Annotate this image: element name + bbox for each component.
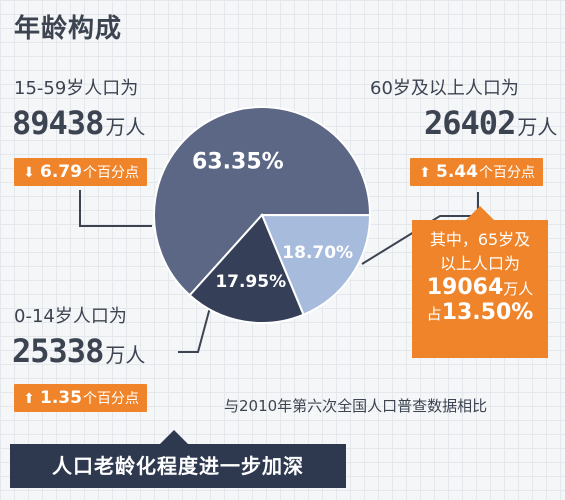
comparison-footnote: 与2010年第六次全国人口普查数据相比 xyxy=(224,397,488,415)
age65plus-callout: 其中，65岁及 以上人口为 19064万人 占13.50% xyxy=(412,220,548,358)
conclusion-banner: 人口老龄化程度进一步加深 xyxy=(10,444,346,488)
callout-unit: 万人 xyxy=(503,280,534,298)
arrow-up-icon: ⬆ xyxy=(419,165,431,181)
callout-share-prefix: 占 xyxy=(426,305,442,323)
connector-lines xyxy=(79,190,479,353)
callout-line2: 以上人口为 xyxy=(439,254,520,273)
pie-slice-age60plus xyxy=(260,213,372,317)
age0-14-unit: 万人 xyxy=(105,343,146,367)
age60plus-change-value: 5.44 xyxy=(436,162,478,182)
conclusion-pointer xyxy=(160,430,188,444)
age15-59-value-row: 89438 万人 xyxy=(12,104,145,142)
age60plus-unit: 万人 xyxy=(517,115,558,139)
age0-14-change-badge: ⬆ 1.35个百分点 xyxy=(14,384,147,412)
arrow-up-icon: ⬆ xyxy=(23,391,35,407)
age0-14-change-unit: 个百分点 xyxy=(82,391,139,407)
callout-share-row: 占13.50% xyxy=(412,301,548,326)
pie-slices xyxy=(153,106,372,324)
pie-slice-age15-59 xyxy=(153,106,372,297)
arrow-down-icon: ⬇ xyxy=(23,165,35,181)
callout-line1: 其中，65岁及 xyxy=(429,230,531,249)
age15-59-change-unit: 个百分点 xyxy=(82,165,139,181)
age15-59-unit: 万人 xyxy=(105,115,146,139)
callout-value-row: 19064万人 xyxy=(412,276,548,301)
age15-59-value: 89438 xyxy=(12,104,104,142)
connector-age15-59 xyxy=(79,190,152,227)
pie-slice-labels: 63.35% 18.70% 17.95% xyxy=(192,149,353,292)
pie-label-age0-14: 17.95% xyxy=(215,272,286,292)
pie-slice-age0-14 xyxy=(188,213,305,324)
age0-14-change-value: 1.35 xyxy=(40,388,82,408)
connector-age60plus xyxy=(361,192,479,265)
pie-label-age60plus: 18.70% xyxy=(282,243,353,263)
age0-14-label: 0-14岁人口为 xyxy=(14,306,127,327)
age60plus-label: 60岁及以上人口为 xyxy=(370,78,519,99)
age0-14-value-row: 25338 万人 xyxy=(12,332,145,370)
callout-value: 19064 xyxy=(426,275,504,300)
age0-14-value: 25338 xyxy=(12,332,104,370)
age60plus-change-badge: ⬆ 5.44个百分点 xyxy=(410,158,543,186)
age60plus-value: 26402 xyxy=(424,104,516,142)
age15-59-change-badge: ⬇ 6.79个百分点 xyxy=(14,158,147,186)
connector-age0-14 xyxy=(178,299,213,353)
age60plus-change-unit: 个百分点 xyxy=(478,165,535,181)
age15-59-label: 15-59岁人口为 xyxy=(14,78,139,99)
page-title: 年龄构成 xyxy=(14,14,123,44)
age15-59-change-value: 6.79 xyxy=(40,162,82,182)
pie-label-age15-59: 63.35% xyxy=(192,149,284,174)
callout-share: 13.50% xyxy=(441,300,534,325)
age60plus-value-row: 26402 万人 xyxy=(424,104,557,142)
callout-pointer xyxy=(466,206,494,220)
